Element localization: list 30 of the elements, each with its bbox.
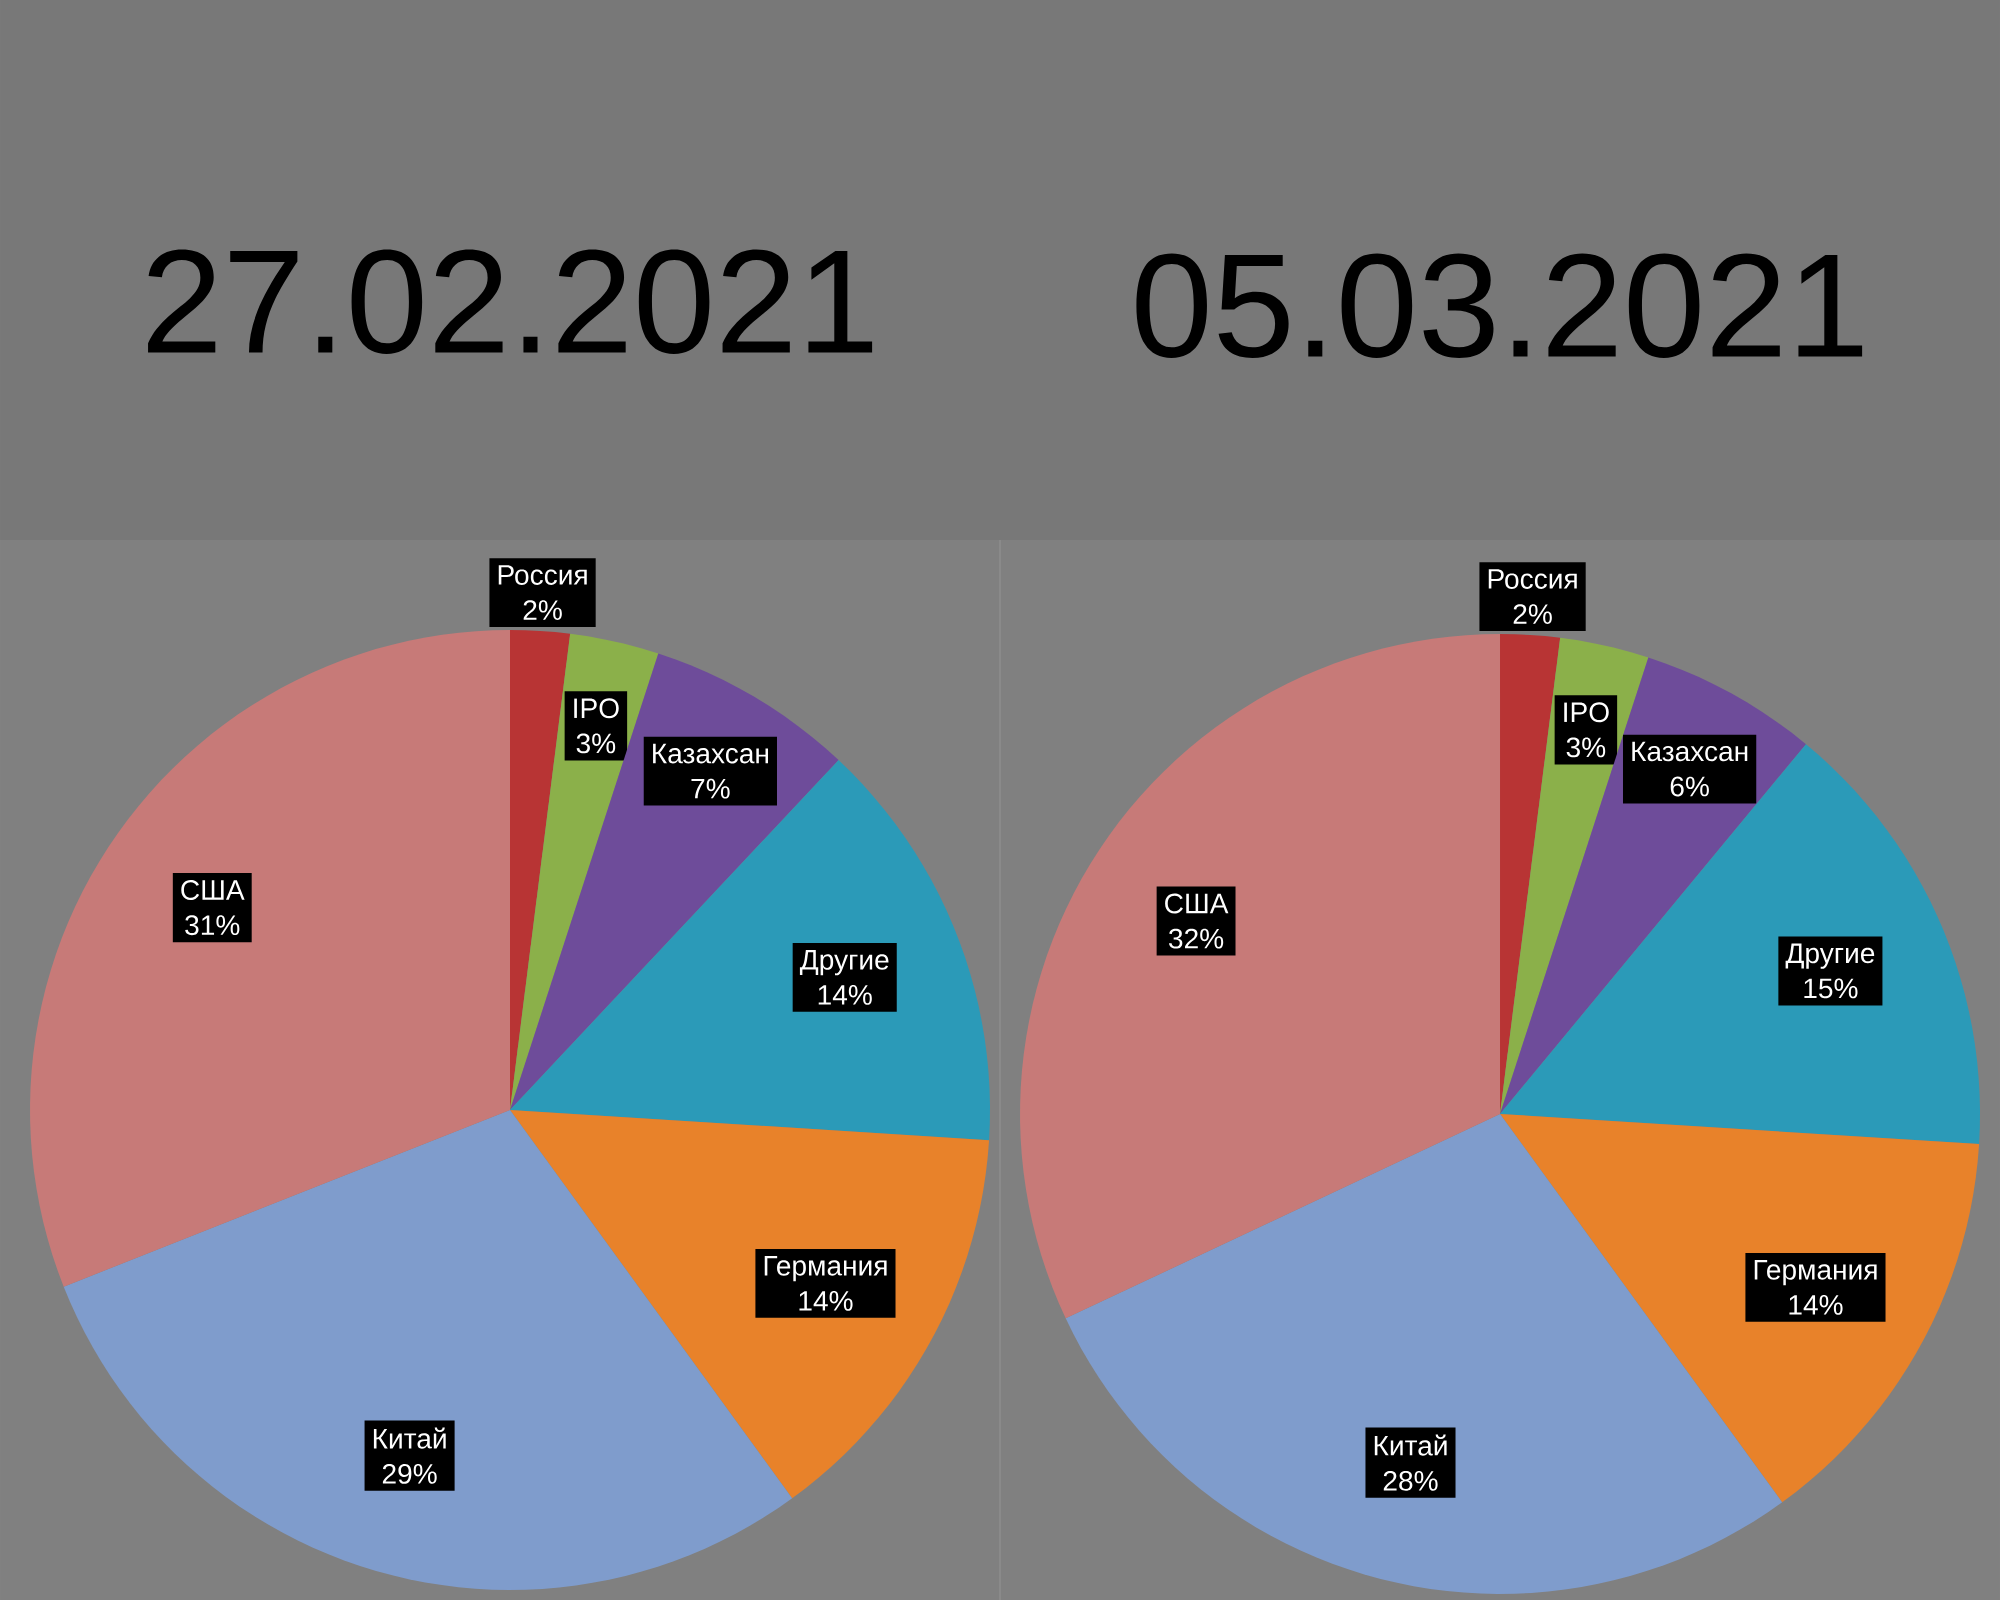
slice-label: Другие xyxy=(799,950,889,976)
slice-label: Германия xyxy=(1754,1260,1877,1286)
slice-label: Китай xyxy=(1374,1434,1447,1456)
data-label: 31% xyxy=(185,915,240,936)
slice-label: Другие xyxy=(1785,943,1875,969)
slice-label: IPO xyxy=(574,698,619,719)
data-label: 14% xyxy=(818,985,872,1005)
slice-label: IPO xyxy=(1564,702,1609,723)
slice-label: Россия xyxy=(498,565,587,585)
data-label: 14% xyxy=(1789,1295,1843,1315)
data-label: 14% xyxy=(799,1291,853,1311)
slice-label: Китай xyxy=(373,1427,446,1449)
data-label: 3% xyxy=(576,733,616,754)
data-label: 7% xyxy=(691,778,730,799)
data-label: 28% xyxy=(1383,1470,1438,1491)
data-label: 32% xyxy=(1168,928,1224,949)
data-label: 29% xyxy=(382,1463,437,1484)
data-label: 2% xyxy=(523,600,562,620)
slice-label: Казахсан xyxy=(1632,741,1748,762)
data-label: 6% xyxy=(1670,776,1709,797)
slice-label: Россия xyxy=(1488,569,1577,589)
slice-label: США xyxy=(181,880,245,901)
slice-label: Казахсан xyxy=(653,743,768,764)
chart-title: 27.02.2021 xyxy=(148,249,873,354)
data-label: 3% xyxy=(1566,737,1606,758)
slice-label: США xyxy=(1165,893,1229,914)
data-label: 15% xyxy=(1804,978,1858,999)
data-label: 2% xyxy=(1513,604,1552,624)
slice-label: Германия xyxy=(764,1256,887,1282)
chart-title: 05.03.2021 xyxy=(1136,253,1863,358)
